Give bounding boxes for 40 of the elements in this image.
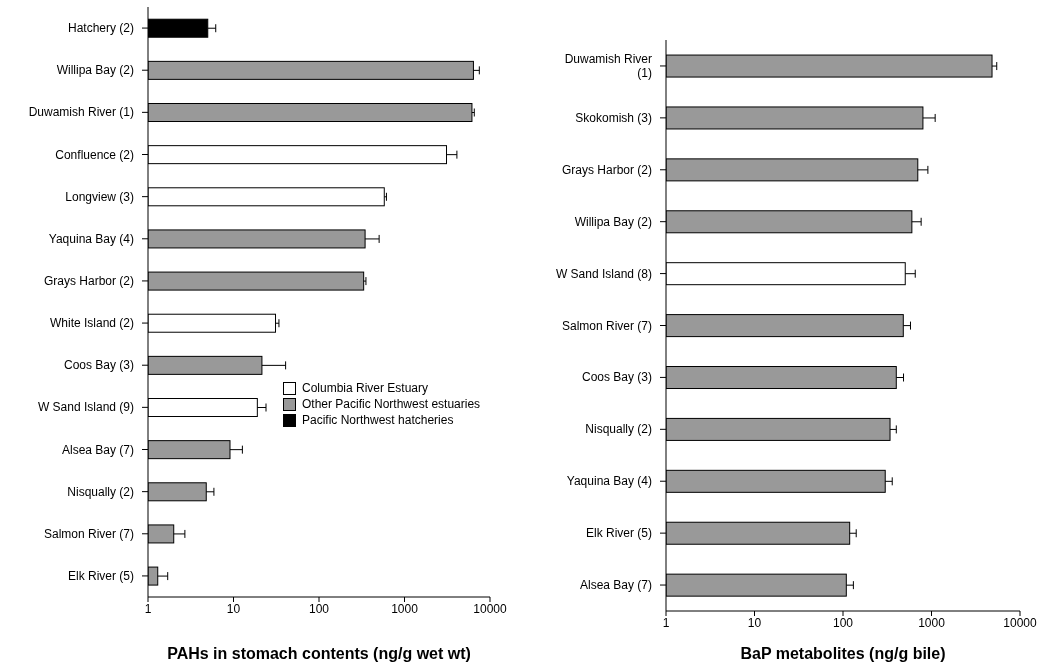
y-tick-label: Nisqually (2) [585, 422, 652, 437]
y-tick-label: Yaquina Bay (4) [566, 474, 652, 489]
legend-label: Pacific Northwest hatcheries [302, 413, 454, 427]
y-tick-label: Yaquina Bay (4) [48, 231, 134, 246]
y-tick-label: Duwamish River (1) [564, 51, 652, 80]
y-tick-label: Coos Bay (3) [581, 370, 652, 385]
y-tick-label: Grays Harbor (2) [561, 162, 652, 177]
y-tick-label: Alsea Bay (7) [579, 578, 652, 593]
y-tick-label: White Island (2) [49, 316, 134, 331]
y-tick-label: Skokomish (3) [575, 110, 652, 125]
x-tick-label: 1 [144, 601, 152, 616]
y-tick-label: Salmon River (7) [561, 318, 652, 333]
y-tick-label: Elk River (5) [585, 526, 652, 541]
x-axis-title: PAHs in stomach contents (ng/g wet wt) [167, 645, 471, 662]
x-tick-label: 10 [226, 601, 241, 616]
y-tick-label: W Sand Island (8) [555, 266, 652, 281]
x-tick-label: 10000 [1003, 615, 1038, 630]
x-tick-label: 1000 [918, 615, 946, 630]
y-tick-label: Coos Bay (3) [63, 358, 134, 373]
x-tick-label: 10000 [473, 601, 508, 616]
y-tick-label: Longview (3) [65, 189, 134, 204]
x-axis-title: BaP metabolites (ng/g bile) [740, 645, 946, 662]
y-tick-label: Hatchery (2) [67, 21, 134, 36]
y-tick-label: Duwamish River (1) [28, 105, 134, 120]
x-tick-label: 1 [662, 615, 670, 630]
legend-label: Other Pacific Northwest estuaries [302, 397, 481, 411]
x-tick-label: 100 [832, 615, 854, 630]
legend-label: Columbia River Estuary [302, 381, 429, 395]
x-tick-label: 100 [308, 601, 330, 616]
y-tick-label: Willipa Bay (2) [574, 214, 652, 229]
y-tick-label: Confluence (2) [55, 147, 134, 162]
x-tick-label: 10 [747, 615, 762, 630]
y-tick-label: Grays Harbor (2) [43, 273, 134, 288]
y-tick-label: Willipa Bay (2) [56, 63, 134, 78]
y-tick-label: Elk River (5) [67, 568, 134, 583]
y-tick-label: Salmon River (7) [43, 526, 134, 541]
y-tick-label: W Sand Island (9) [37, 400, 134, 415]
x-tick-label: 1000 [391, 601, 419, 616]
y-tick-label: Nisqually (2) [67, 484, 134, 499]
y-tick-label: Alsea Bay (7) [61, 442, 134, 457]
